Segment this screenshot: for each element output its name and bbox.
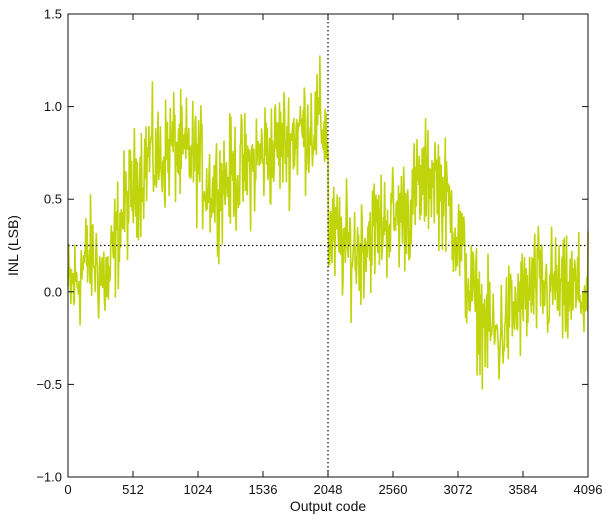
x-tick-label: 512 (122, 482, 144, 497)
y-tick-label: 1.5 (44, 7, 62, 22)
reference-lines (68, 14, 588, 477)
x-tick-label: 3072 (444, 482, 473, 497)
x-tick-label: 3584 (509, 482, 538, 497)
x-tick-label: 2048 (314, 482, 343, 497)
x-tick-label: 0 (64, 482, 71, 497)
y-tick-label: 0.5 (44, 192, 62, 207)
y-axis-label: INL (LSB) (5, 215, 21, 276)
y-axis-ticks: −1.0 −0.5 0.0 0.5 1.0 1.5 (36, 7, 588, 485)
x-tick-label: 1536 (249, 482, 278, 497)
x-tick-label: 2560 (379, 482, 408, 497)
x-axis-ticks: 0 512 1024 1536 2048 2560 3072 3584 4096 (64, 14, 602, 497)
y-tick-label: 0.0 (44, 284, 62, 299)
y-tick-label: 1.0 (44, 99, 62, 114)
x-axis-label: Output code (290, 498, 366, 514)
y-tick-label: −0.5 (36, 377, 62, 392)
x-tick-label: 1024 (184, 482, 213, 497)
y-tick-label: −1.0 (36, 470, 62, 485)
x-tick-label: 4096 (574, 482, 603, 497)
